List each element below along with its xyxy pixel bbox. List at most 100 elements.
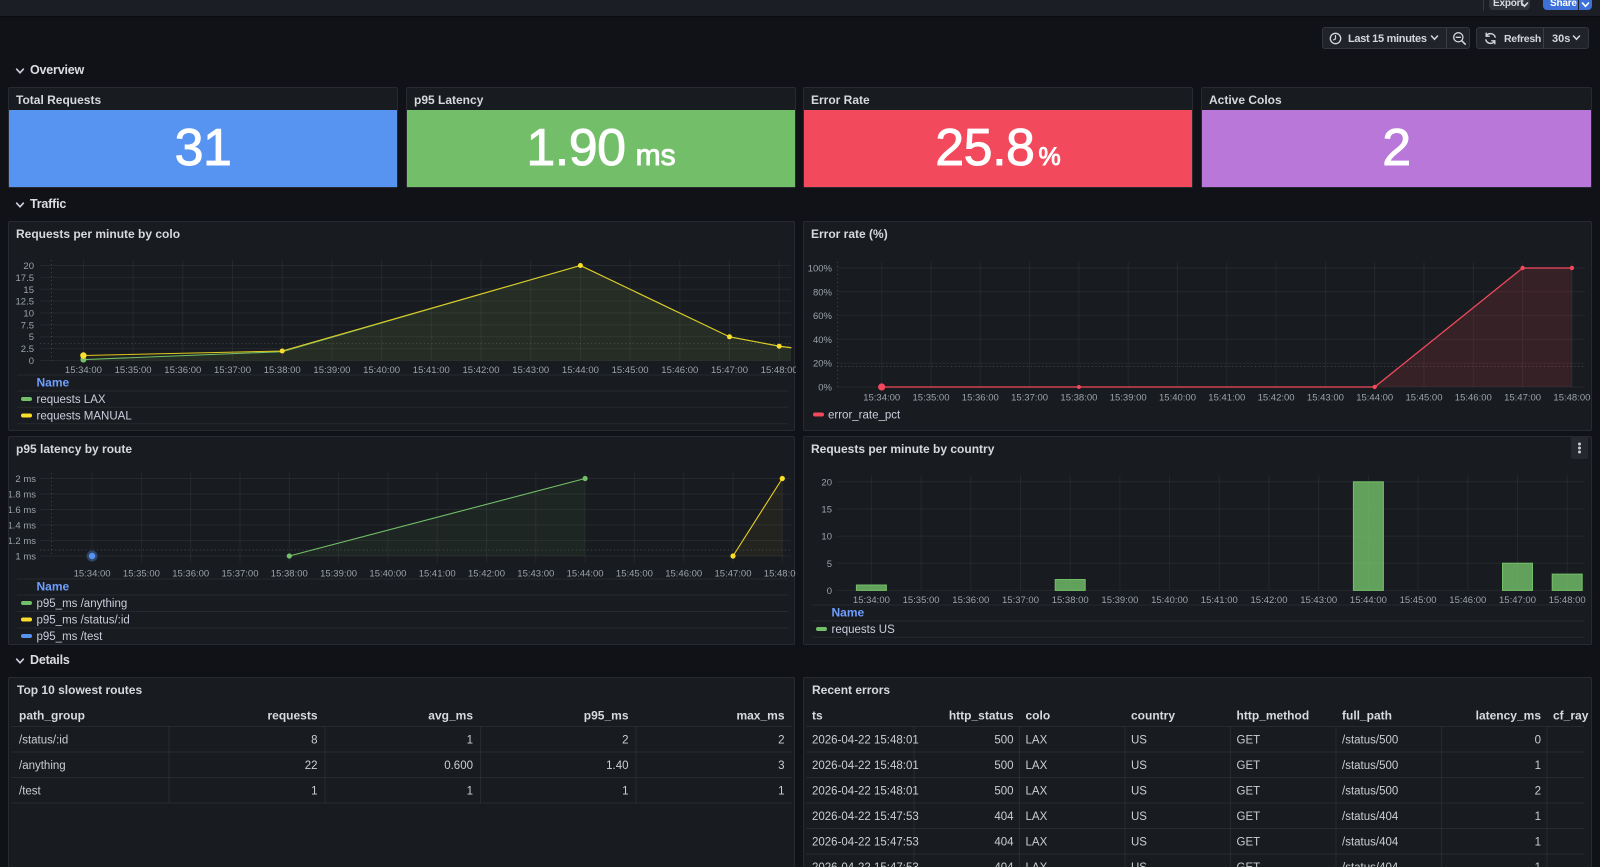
svg-text:error_rate_pct: error_rate_pct [828, 410, 901, 422]
svg-text:/status/500: /status/500 [1342, 760, 1398, 772]
svg-text:10: 10 [821, 532, 832, 543]
svg-text:15:43:00: 15:43:00 [1300, 595, 1337, 606]
svg-text:US: US [1131, 836, 1147, 848]
svg-text:p95_ms /anything: p95_ms /anything [37, 598, 128, 610]
svg-text:requests LAX: requests LAX [37, 394, 106, 406]
svg-text:7.5: 7.5 [21, 320, 34, 331]
svg-text:15:39:00: 15:39:00 [1110, 393, 1147, 404]
svg-text:15:47:00: 15:47:00 [1504, 393, 1541, 404]
svg-text:17.5: 17.5 [16, 273, 35, 284]
svg-text:15:40:00: 15:40:00 [1151, 595, 1188, 606]
svg-text:15:36:00: 15:36:00 [952, 595, 989, 606]
svg-text:Name: Name [832, 606, 865, 620]
svg-text:15:48:00: 15:48:00 [761, 365, 796, 376]
svg-text:15:47:00: 15:47:00 [715, 569, 752, 580]
svg-text:GET: GET [1237, 862, 1261, 867]
svg-text:15:36:00: 15:36:00 [164, 365, 201, 376]
svg-text:15:40:00: 15:40:00 [369, 569, 406, 580]
svg-text:15:38:00: 15:38:00 [271, 569, 308, 580]
svg-text:LAX: LAX [1026, 862, 1048, 867]
svg-text:15:44:00: 15:44:00 [1356, 393, 1393, 404]
svg-text:/status/500: /status/500 [1342, 734, 1398, 746]
svg-text:15:37:00: 15:37:00 [1002, 595, 1039, 606]
svg-text:2026-04-22 15:47:53: 2026-04-22 15:47:53 [812, 862, 919, 867]
svg-text:5: 5 [29, 332, 34, 343]
svg-text:requests US: requests US [832, 624, 896, 636]
svg-text:15:42:00: 15:42:00 [1258, 393, 1295, 404]
svg-text:15:42:00: 15:42:00 [1251, 595, 1288, 606]
svg-text:1.8 ms: 1.8 ms [9, 490, 36, 501]
svg-text:2026-04-22 15:48:01: 2026-04-22 15:48:01 [812, 734, 919, 746]
svg-text:Name: Name [37, 376, 70, 390]
svg-text:15:36:00: 15:36:00 [172, 569, 209, 580]
svg-text:15:35:00: 15:35:00 [913, 393, 950, 404]
svg-text:p95_ms /test: p95_ms /test [37, 631, 104, 643]
svg-text:1: 1 [467, 785, 473, 797]
svg-text:1: 1 [778, 785, 784, 797]
svg-text:http_status: http_status [949, 709, 1014, 723]
svg-text:0: 0 [29, 356, 34, 367]
svg-text:500: 500 [994, 734, 1013, 746]
svg-text:/test: /test [19, 785, 42, 797]
svg-text:GET: GET [1237, 734, 1261, 746]
svg-text:Name: Name [37, 580, 70, 594]
svg-text:60%: 60% [813, 311, 833, 322]
svg-text:15:44:00: 15:44:00 [562, 365, 599, 376]
svg-text:max_ms: max_ms [736, 709, 784, 723]
svg-text:p95_ms /status/:id: p95_ms /status/:id [37, 615, 130, 627]
svg-text:2026-04-22 15:47:53: 2026-04-22 15:47:53 [812, 836, 919, 848]
svg-text:15:39:00: 15:39:00 [1101, 595, 1138, 606]
svg-text:15:34:00: 15:34:00 [65, 365, 102, 376]
svg-text:requests MANUAL: requests MANUAL [37, 411, 133, 423]
svg-text:http_method: http_method [1237, 709, 1310, 723]
svg-text:2026-04-22 15:48:01: 2026-04-22 15:48:01 [812, 760, 919, 772]
svg-text:GET: GET [1237, 811, 1261, 823]
svg-text:LAX: LAX [1026, 785, 1048, 797]
svg-text:15:36:00: 15:36:00 [962, 393, 999, 404]
svg-text:15:38:00: 15:38:00 [1060, 393, 1097, 404]
svg-text:15:43:00: 15:43:00 [1307, 393, 1344, 404]
svg-text:20%: 20% [813, 359, 833, 370]
svg-text:avg_ms: avg_ms [428, 709, 473, 723]
svg-text:US: US [1131, 862, 1147, 867]
svg-text:15:38:00: 15:38:00 [264, 365, 301, 376]
svg-text:1.6 ms: 1.6 ms [9, 505, 36, 516]
svg-text:1.2 ms: 1.2 ms [9, 536, 36, 547]
svg-text:15:35:00: 15:35:00 [903, 595, 940, 606]
svg-text:GET: GET [1237, 785, 1261, 797]
svg-text:15: 15 [23, 285, 34, 296]
svg-text:10: 10 [23, 309, 34, 320]
svg-text:15:41:00: 15:41:00 [413, 365, 450, 376]
svg-text:20: 20 [23, 261, 34, 272]
svg-text:15:37:00: 15:37:00 [214, 365, 251, 376]
svg-text:15:42:00: 15:42:00 [468, 569, 505, 580]
svg-text:15:45:00: 15:45:00 [612, 365, 649, 376]
svg-text:15:40:00: 15:40:00 [1159, 393, 1196, 404]
svg-text:/anything: /anything [19, 760, 66, 772]
svg-text:15:45:00: 15:45:00 [1400, 595, 1437, 606]
svg-text:404: 404 [994, 862, 1014, 867]
svg-text:1 ms: 1 ms [15, 552, 36, 563]
svg-text:15:48:00: 15:48:00 [1553, 393, 1590, 404]
svg-text:1: 1 [622, 785, 628, 797]
svg-text:15:41:00: 15:41:00 [1208, 393, 1245, 404]
svg-text:1.4 ms: 1.4 ms [9, 521, 36, 532]
svg-text:15:34:00: 15:34:00 [74, 569, 111, 580]
svg-text:15:45:00: 15:45:00 [1406, 393, 1443, 404]
svg-text:0: 0 [1535, 734, 1541, 746]
svg-text:LAX: LAX [1026, 836, 1048, 848]
svg-text:15:47:00: 15:47:00 [711, 365, 748, 376]
svg-text:22: 22 [305, 760, 318, 772]
svg-text:/status/404: /status/404 [1342, 811, 1399, 823]
svg-text:15:48:00: 15:48:00 [1549, 595, 1586, 606]
svg-text:15:43:00: 15:43:00 [512, 365, 549, 376]
svg-text:15:41:00: 15:41:00 [1201, 595, 1238, 606]
svg-text:1: 1 [1535, 862, 1541, 867]
svg-text:/status/:id: /status/:id [19, 734, 68, 746]
svg-text:500: 500 [994, 785, 1013, 797]
svg-text:2.5: 2.5 [21, 344, 34, 355]
svg-text:LAX: LAX [1026, 811, 1048, 823]
svg-text:40%: 40% [813, 335, 833, 346]
svg-text:LAX: LAX [1026, 760, 1048, 772]
svg-text:15: 15 [821, 505, 832, 516]
